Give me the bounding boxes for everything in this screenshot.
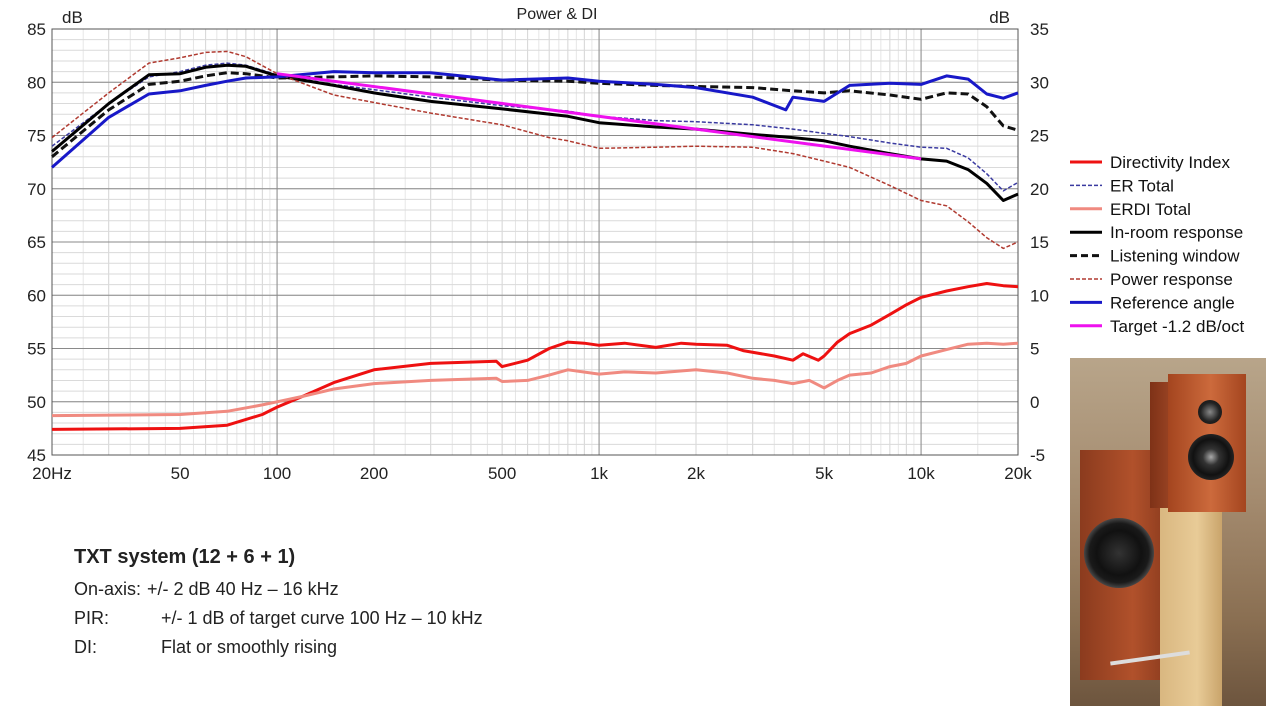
series-line-power-response — [51, 50, 1019, 250]
notes-label: PIR: — [74, 608, 110, 628]
y-right-tick-label: 15 — [1030, 233, 1049, 252]
y-left-tick-label: 85 — [27, 20, 46, 39]
series-line-directivity-index — [51, 282, 1019, 431]
legend-entry-label: ERDI Total — [1110, 200, 1191, 219]
x-tick-label: 20k — [1004, 464, 1032, 483]
midrange-driver — [1188, 434, 1234, 480]
legend-entry-label: In-room response — [1110, 223, 1243, 242]
y-right-tick-label: 0 — [1030, 393, 1039, 412]
series-line-in-room-response — [51, 63, 1019, 202]
legend-entry-label: ER Total — [1110, 176, 1174, 195]
notes-heading: TXT system (12 + 6 + 1) — [74, 546, 296, 568]
notes-label: DI: — [74, 637, 98, 657]
notes-row-pir: PIR: +/- 1 dB of target curve 100 Hz – 1… — [74, 604, 714, 633]
legend-entry-label: Reference angle — [1110, 293, 1235, 312]
y-right-tick-label: 25 — [1030, 127, 1049, 146]
tweeter-driver — [1198, 400, 1222, 424]
y-left-tick-label: 65 — [27, 233, 46, 252]
x-tick-label: 1k — [590, 464, 608, 483]
legend-entry-label: Listening window — [1110, 247, 1240, 266]
series-line-reference-angle — [51, 70, 1019, 169]
notes-text: Flat or smoothly rising — [161, 637, 338, 657]
x-tick-label: 200 — [360, 464, 388, 483]
notes-row-on-axis: On-axis: +/- 2 dB 40 Hz – 16 kHz — [74, 575, 714, 604]
x-tick-label: 2k — [687, 464, 705, 483]
x-tick-label: 20Hz — [32, 464, 72, 483]
y-left-tick-label: 60 — [27, 286, 46, 305]
y-right-tick-label: 20 — [1030, 180, 1049, 199]
notes-text: +/- 1 dB of target curve 100 Hz – 10 kHz — [161, 608, 483, 628]
notes-label: On-axis: — [74, 579, 142, 599]
x-tick-label: 100 — [263, 464, 291, 483]
woofer-driver — [1084, 518, 1154, 588]
y-left-tick-label: 70 — [27, 180, 46, 199]
series-line-erdi-total — [51, 341, 1019, 418]
x-tick-label: 10k — [907, 464, 935, 483]
y-right-tick-label: 35 — [1030, 20, 1049, 39]
y-left-tick-label: 55 — [27, 340, 46, 359]
x-tick-label: 5k — [815, 464, 833, 483]
y-right-axis-label: dB — [989, 8, 1010, 27]
series-line-er-total — [51, 62, 1019, 192]
y-right-tick-label: -5 — [1030, 446, 1045, 465]
series-line-target-1-2-db-oct — [276, 72, 922, 161]
y-right-tick-label: 10 — [1030, 286, 1049, 305]
power-di-chart: 20Hz 50 100 200 500 1k 2k 5k 10k 20k8580757065605… — [27, 6, 1244, 483]
speaker-stand — [1160, 508, 1222, 706]
y-left-tick-label: 45 — [27, 446, 46, 465]
x-tick-label: 50 — [171, 464, 190, 483]
y-right-tick-label: 5 — [1030, 340, 1039, 359]
x-tick-label: 500 — [488, 464, 516, 483]
y-left-tick-label: 50 — [27, 393, 46, 412]
notes-text: +/- 2 dB 40 Hz – 16 kHz — [147, 579, 339, 599]
notes-row-di: DI: Flat or smoothly rising — [74, 633, 714, 662]
legend-entry-label: Power response — [1110, 270, 1233, 289]
y-right-tick-label: 30 — [1030, 73, 1049, 92]
speaker-cabinet-side — [1150, 382, 1172, 508]
y-left-tick-label: 80 — [27, 73, 46, 92]
speaker-photo — [1070, 358, 1266, 706]
speaker-spec-notes: TXT system (12 + 6 + 1) On-axis: +/- 2 d… — [74, 546, 714, 662]
series-line-listening-window — [51, 71, 1019, 158]
legend-entry-label: Directivity Index — [1110, 153, 1230, 172]
y-left-tick-label: 75 — [27, 127, 46, 146]
legend-entry-label: Target -1.2 dB/oct — [1110, 317, 1244, 336]
chart-title: Power & DI — [517, 6, 598, 23]
y-left-axis-label: dB — [62, 8, 83, 27]
